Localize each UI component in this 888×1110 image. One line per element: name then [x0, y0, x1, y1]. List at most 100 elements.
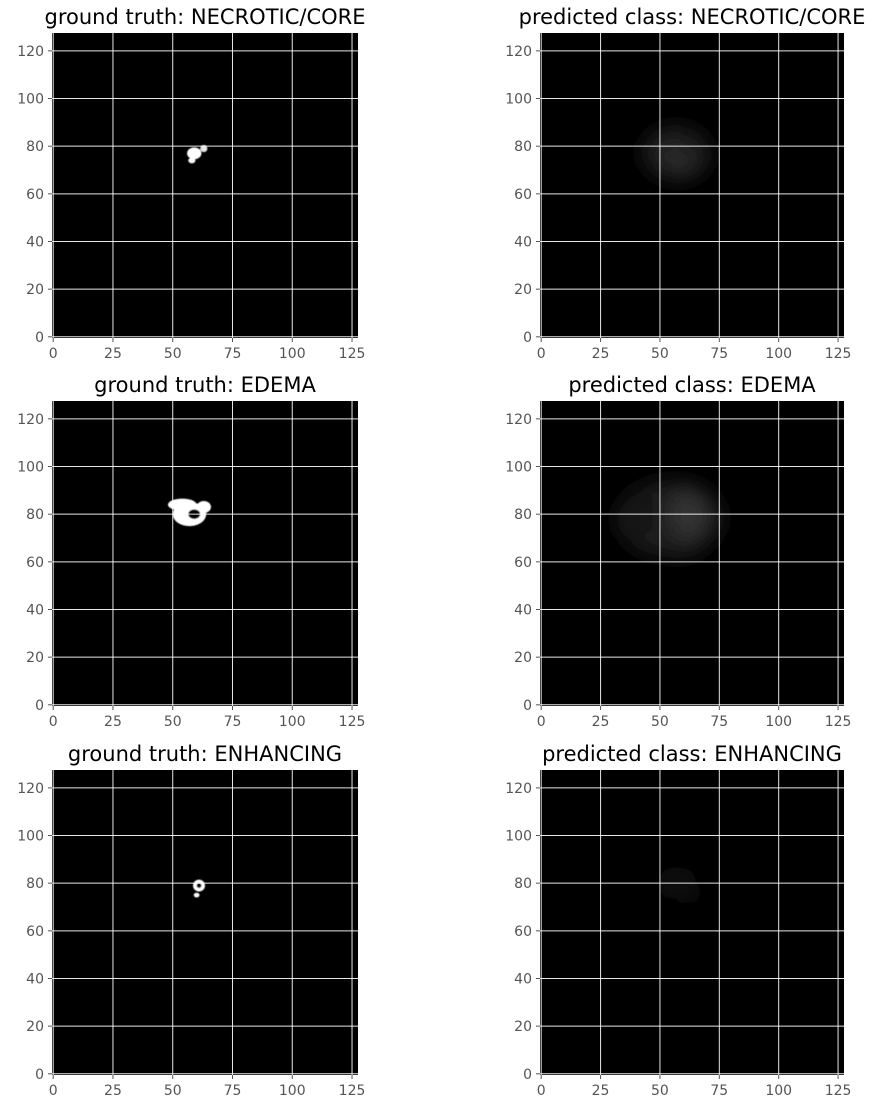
x-tick-label: 125	[339, 346, 366, 362]
y-tick-label: 80	[26, 507, 44, 523]
x-tick-label: 125	[825, 1083, 852, 1099]
y-tick-label: 40	[514, 234, 532, 250]
image-area	[540, 33, 844, 338]
y-tick-label: 80	[514, 876, 532, 892]
image-area	[540, 770, 844, 1075]
panel-title: predicted class: ENHANCING	[542, 742, 842, 766]
x-tick-label: 0	[49, 714, 58, 730]
y-tick-label: 0	[523, 1067, 532, 1083]
panel-1: ground truth: NECROTIC/CORE 0 25 50 75 100 125…	[17, 5, 365, 362]
y-tick-label: 0	[523, 330, 532, 346]
y-tick-label: 60	[26, 924, 44, 940]
y-tick-label: 40	[26, 971, 44, 987]
image-content	[167, 498, 211, 527]
x-tick-label: 0	[49, 346, 58, 362]
y-tick-label: 0	[35, 330, 44, 346]
y-tick-label: 60	[514, 187, 532, 203]
y-tick-label: 100	[505, 460, 532, 476]
x-tick-label: 25	[592, 1083, 610, 1099]
y-tick-label: 80	[26, 139, 44, 155]
x-tick-label: 100	[279, 714, 306, 730]
x-tick-label: 100	[765, 1083, 792, 1099]
y-tick-label: 40	[26, 234, 44, 250]
panel-3: ground truth: EDEMA 0 25 50 75 100 125 0 20 40 60 8…	[17, 373, 365, 730]
panel-6: predicted class: ENHANCING 0 25 50 75 100 125 0…	[505, 742, 851, 1099]
x-tick-label: 0	[49, 1083, 58, 1099]
x-tick-label: 125	[825, 714, 852, 730]
y-tick-label: 20	[26, 282, 44, 298]
x-tick-label: 50	[651, 346, 669, 362]
x-tick-label: 75	[224, 714, 242, 730]
y-tick-label: 20	[514, 650, 532, 666]
x-tick-label: 50	[651, 714, 669, 730]
x-tick-label: 75	[224, 346, 242, 362]
image-content	[193, 879, 205, 898]
image-area	[52, 770, 358, 1075]
image-area	[52, 401, 358, 706]
y-tick-label: 100	[505, 829, 532, 845]
x-tick-label: 100	[279, 346, 306, 362]
x-tick-label: 75	[224, 1083, 242, 1099]
y-tick-label: 20	[514, 1019, 532, 1035]
intensity-blob	[196, 883, 202, 888]
intensity-blob	[193, 892, 200, 898]
y-tick-label: 0	[523, 698, 532, 714]
x-tick-label: 75	[710, 346, 728, 362]
x-tick-label: 0	[537, 1083, 546, 1099]
x-tick-label: 25	[104, 346, 122, 362]
intensity-blob	[200, 144, 208, 153]
x-tick-label: 25	[592, 714, 610, 730]
y-tick-label: 60	[26, 187, 44, 203]
x-tick-label: 100	[279, 1083, 306, 1099]
x-tick-label: 125	[339, 1083, 366, 1099]
image-content	[643, 127, 710, 180]
panel-title: predicted class: EDEMA	[568, 373, 816, 397]
panel-title: ground truth: EDEMA	[94, 373, 316, 397]
y-tick-label: 80	[514, 507, 532, 523]
y-tick-label: 100	[17, 460, 44, 476]
y-tick-label: 120	[505, 781, 532, 797]
x-tick-label: 50	[164, 346, 182, 362]
x-tick-label: 50	[651, 1083, 669, 1099]
y-tick-label: 80	[514, 139, 532, 155]
y-tick-label: 100	[17, 829, 44, 845]
y-tick-label: 80	[26, 876, 44, 892]
x-tick-label: 100	[765, 714, 792, 730]
y-tick-label: 0	[35, 1067, 44, 1083]
intensity-blob	[187, 147, 202, 160]
y-tick-label: 120	[17, 412, 44, 428]
x-tick-label: 25	[104, 714, 122, 730]
y-tick-label: 120	[17, 781, 44, 797]
x-tick-label: 50	[164, 1083, 182, 1099]
y-tick-label: 40	[514, 971, 532, 987]
panel-title: ground truth: ENHANCING	[68, 742, 342, 766]
panel-title: predicted class: NECROTIC/CORE	[519, 5, 866, 29]
y-tick-label: 20	[26, 650, 44, 666]
x-tick-label: 25	[104, 1083, 122, 1099]
intensity-blob	[196, 501, 211, 514]
intensity-blob	[188, 157, 196, 164]
y-tick-label: 60	[26, 555, 44, 571]
y-tick-label: 40	[514, 602, 532, 618]
y-tick-label: 40	[26, 602, 44, 618]
y-tick-label: 20	[514, 282, 532, 298]
x-tick-label: 0	[537, 714, 546, 730]
panel-4: predicted class: EDEMA 0 25 50 75 100 125 0 20 40…	[505, 373, 851, 730]
image-area	[52, 33, 358, 338]
y-tick-label: 120	[17, 44, 44, 60]
image-content	[187, 144, 208, 164]
x-tick-label: 0	[537, 346, 546, 362]
y-tick-label: 120	[505, 412, 532, 428]
panel-5: ground truth: ENHANCING 0 25 50 75 100 125 0 20 4…	[17, 742, 365, 1099]
y-tick-label: 100	[505, 92, 532, 108]
intensity-blob	[676, 545, 696, 560]
x-tick-label: 75	[710, 714, 728, 730]
x-tick-label: 100	[765, 346, 792, 362]
y-tick-label: 60	[514, 924, 532, 940]
y-tick-label: 120	[505, 44, 532, 60]
y-tick-label: 20	[26, 1019, 44, 1035]
intensity-blob	[167, 498, 197, 511]
panel-title: ground truth: NECROTIC/CORE	[44, 5, 365, 29]
x-tick-label: 75	[710, 1083, 728, 1099]
